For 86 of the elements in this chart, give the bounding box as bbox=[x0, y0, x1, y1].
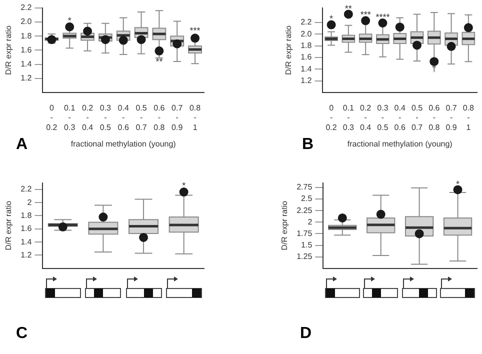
point bbox=[65, 22, 74, 32]
x-tick-label: 0.7 - 0.9 bbox=[172, 104, 184, 132]
point bbox=[395, 22, 404, 32]
y-tick-label: 1.6 bbox=[20, 224, 32, 234]
x-tick-label: 0.5 - 0.7 bbox=[411, 104, 424, 132]
x-tick-label: 0.7 - 0.9 bbox=[446, 104, 458, 132]
y-axis-title: D/R expr ratio bbox=[280, 200, 290, 250]
point bbox=[136, 35, 146, 44]
y-tick-label: 2.2 bbox=[20, 3, 32, 12]
y-tick-label: 1.4 bbox=[300, 64, 312, 74]
y-tick-label: 2 bbox=[308, 217, 313, 226]
y-tick-label: 2.5 bbox=[301, 194, 313, 204]
y-tick-label: 1.8 bbox=[300, 41, 312, 50]
point bbox=[361, 16, 370, 26]
x-tick-label: 0.1 - 0.3 bbox=[64, 104, 76, 132]
y-axis-title: D/R expr ratio bbox=[4, 24, 14, 75]
y-tick-label: 1.8 bbox=[20, 210, 32, 220]
x-tick-label: 0 - 0.2 bbox=[326, 104, 338, 132]
y-tick-label: 2.0 bbox=[20, 17, 32, 26]
y-tick-label: 1.5 bbox=[301, 240, 313, 250]
y-tick-label: 1.75 bbox=[296, 228, 313, 238]
y-axis-title: D/R expr ratio bbox=[284, 24, 294, 75]
x-tick-label: 0.8 - 1 bbox=[189, 104, 202, 132]
annotation: * bbox=[456, 179, 460, 190]
point bbox=[154, 46, 164, 56]
point bbox=[190, 34, 200, 43]
text: C bbox=[16, 325, 28, 343]
annotation: ** bbox=[156, 56, 164, 67]
x-tick-label: 0.3 - 0.5 bbox=[377, 104, 389, 132]
point bbox=[376, 210, 386, 219]
x-tick-label: 0 - 0.2 bbox=[46, 104, 58, 132]
point bbox=[430, 57, 439, 66]
y-tick-label: 1.8 bbox=[20, 31, 32, 40]
point bbox=[378, 18, 388, 28]
text: B bbox=[302, 136, 314, 154]
y-tick-label: 1.6 bbox=[300, 52, 312, 62]
text: A bbox=[16, 136, 28, 154]
y-tick-label: 2 bbox=[27, 198, 32, 207]
annotation: ** bbox=[344, 3, 352, 14]
y-tick-label: 2.75 bbox=[296, 182, 313, 192]
annotation: *** bbox=[360, 9, 372, 20]
x-tick-label: 0.3 - 0.5 bbox=[100, 104, 112, 132]
point bbox=[414, 229, 424, 238]
x-tick-label: 0.4 - 0.6 bbox=[118, 104, 130, 132]
annotation: *** bbox=[190, 26, 201, 36]
y-tick-label: 1.4 bbox=[20, 60, 32, 69]
point bbox=[179, 188, 188, 197]
point bbox=[338, 213, 347, 222]
point bbox=[446, 42, 456, 51]
y-tick-label: 1.2 bbox=[20, 74, 32, 83]
point bbox=[326, 20, 336, 30]
x-tick-label: 0.2 - 0.4 bbox=[82, 104, 94, 132]
point bbox=[100, 35, 110, 44]
x-tick-label: 0.6 - 0.8 bbox=[428, 104, 440, 132]
y-tick-label: 1.25 bbox=[296, 252, 313, 262]
x-axis-title: fractional methylation (young) bbox=[70, 139, 176, 148]
x-axis-title: fractional methylation (young) bbox=[347, 139, 453, 148]
x-tick-label: 0.4 - 0.6 bbox=[394, 104, 406, 132]
y-tick-label: 1.2 bbox=[20, 250, 32, 260]
point bbox=[83, 26, 92, 36]
x-tick-label: 0.6 - 0.8 bbox=[154, 104, 166, 132]
y-axis-title: D/R expr ratio bbox=[4, 200, 14, 250]
y-tick-label: 1.4 bbox=[20, 237, 32, 246]
annotation: * bbox=[182, 180, 186, 191]
point bbox=[58, 222, 68, 232]
point bbox=[98, 212, 108, 222]
y-tick-label: 2.2 bbox=[20, 184, 32, 194]
x-tick-label: 0.8 - 1 bbox=[462, 104, 475, 132]
y-tick-label: 1.6 bbox=[20, 45, 32, 54]
point bbox=[453, 185, 462, 194]
y-tick-label: 2.0 bbox=[300, 29, 312, 38]
annotation: † bbox=[432, 64, 437, 74]
text: D bbox=[300, 325, 312, 343]
y-tick-label: 2.2 bbox=[300, 18, 312, 27]
y-tick-label: 2.25 bbox=[296, 206, 313, 215]
x-tick-label: 0.2 - 0.4 bbox=[360, 104, 372, 132]
annotation: * bbox=[330, 13, 334, 24]
point bbox=[344, 10, 353, 19]
point bbox=[464, 23, 473, 32]
point bbox=[139, 232, 148, 242]
point bbox=[412, 40, 422, 50]
annotation: **** bbox=[376, 12, 390, 22]
x-tick-label: 0.1 - 0.3 bbox=[342, 104, 355, 132]
y-tick-label: 1.2 bbox=[300, 76, 312, 86]
x-tick-label: 0.5 - 0.7 bbox=[136, 104, 148, 132]
annotation: * bbox=[68, 16, 72, 26]
